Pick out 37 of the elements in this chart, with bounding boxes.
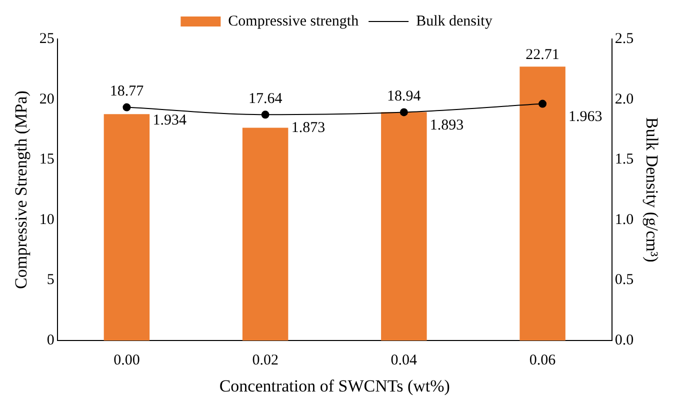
y-tick-label: 5 <box>46 272 54 288</box>
legend-label: Bulk density <box>416 13 493 30</box>
data-label: 18.77 <box>110 84 144 100</box>
data-label: 18.94 <box>387 88 422 105</box>
x-tick-label: 0.02 <box>252 352 278 369</box>
y-tick-label: 25 <box>39 30 54 47</box>
y2-tick-label: 1.0 <box>614 212 634 228</box>
y-tick-label: 15 <box>39 152 54 168</box>
y-axis-title: Compressive Strength (MPa) <box>12 90 31 289</box>
bar <box>104 114 150 341</box>
point <box>538 100 547 108</box>
data-label: 22.71 <box>526 47 560 64</box>
data-label: 1.893 <box>430 118 464 134</box>
bar <box>242 128 288 341</box>
bar <box>381 112 427 341</box>
point <box>122 103 131 112</box>
y-tick-label: 0 <box>46 332 54 349</box>
y2-axis-title: Bulk Density (g/cm³) <box>642 117 662 262</box>
bar <box>520 66 566 341</box>
x-tick-label: 0.06 <box>529 352 556 369</box>
y-tick-label: 10 <box>39 212 54 228</box>
y2-tick-label: 1.5 <box>614 152 634 168</box>
point <box>261 110 270 119</box>
x-tick-label: 0.00 <box>114 352 140 369</box>
data-label: 1.963 <box>568 109 602 126</box>
x-tick-label: 0.04 <box>390 352 418 369</box>
y2-tick-label: 2.0 <box>614 91 634 108</box>
y-tick-label: 20 <box>39 91 54 108</box>
y2-tick-label: 2.5 <box>614 30 634 47</box>
data-label: 1.934 <box>152 112 187 129</box>
data-label: 17.64 <box>248 91 283 108</box>
data-label: 1.873 <box>291 120 326 136</box>
legend-label: Compressive strength <box>228 13 360 30</box>
point <box>400 108 408 116</box>
y2-tick-label: 0.5 <box>614 272 634 288</box>
y2-tick-label: 0.0 <box>614 332 634 349</box>
x-axis-title: Concentration of SWCNTs (wt%) <box>219 376 450 396</box>
